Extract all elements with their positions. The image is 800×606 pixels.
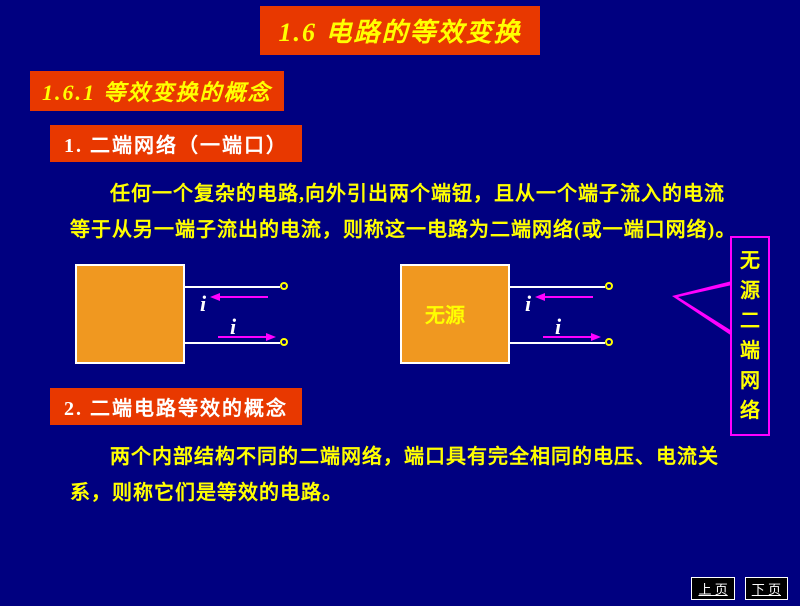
current-label: i [555,314,561,340]
current-arrow-out [218,336,268,338]
terminal-node [280,338,288,346]
item2-body: 两个内部结构不同的二端网络，端口具有完全相同的电压、电流关系，则称它们是等效的电… [70,439,760,511]
current-arrow-out [543,336,593,338]
main-title: 1.6 电路的等效变换 [260,6,539,55]
wire [185,342,280,344]
current-arrow-in [218,296,268,298]
generic-network-box [75,264,185,364]
terminal-node [280,282,288,290]
item1-body: 任何一个复杂的电路,向外引出两个端钮，且从一个端子流入的电流等于从另一端子流出的… [70,176,740,248]
callout-box: 无源二端网络 [730,236,770,436]
next-page-button[interactable]: 下 页 [745,577,788,600]
passive-box-label: 无源 [425,299,465,328]
current-arrow-in [543,296,593,298]
current-label: i [200,291,206,317]
callout-pointer-fill [678,285,732,331]
prev-page-button[interactable]: 上 页 [691,577,734,600]
current-label: i [525,291,531,317]
wire [185,286,280,288]
item2-heading: 2. 二端电路等效的概念 [50,388,302,425]
nav-bar: 上 页 下 页 [691,577,788,600]
current-label: i [230,314,236,340]
section-title: 1.6.1 等效变换的概念 [30,71,284,111]
wire [510,286,605,288]
terminal-node [605,338,613,346]
item1-heading: 1. 二端网络（一端口） [50,125,302,162]
terminal-node [605,282,613,290]
wire [510,342,605,344]
callout-text: 无源二端网络 [740,246,760,426]
